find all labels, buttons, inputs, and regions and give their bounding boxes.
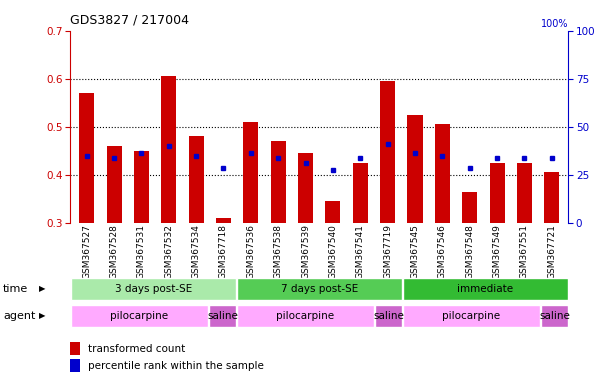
Bar (70, 342, 80, 355)
Bar (353, 163, 368, 223)
Text: pilocarpine: pilocarpine (442, 311, 500, 321)
Text: time: time (3, 284, 28, 294)
Text: pilocarpine: pilocarpine (111, 311, 169, 321)
Bar (380, 81, 395, 223)
Bar (408, 115, 423, 223)
Bar (544, 172, 559, 223)
Bar (161, 76, 177, 223)
Bar (209, 305, 236, 327)
Bar (106, 146, 122, 223)
Bar (70, 359, 80, 372)
Bar (462, 192, 477, 223)
Text: transformed count: transformed count (88, 344, 185, 354)
Bar (517, 163, 532, 223)
Text: percentile rank within the sample: percentile rank within the sample (88, 361, 263, 371)
Bar (79, 93, 94, 223)
Text: saline: saline (539, 311, 570, 321)
Text: agent: agent (3, 311, 35, 321)
Text: saline: saline (373, 311, 404, 321)
Bar (489, 163, 505, 223)
Bar (237, 305, 374, 327)
Text: GDS3827 / 217004: GDS3827 / 217004 (70, 13, 189, 26)
Text: 7 days post-SE: 7 days post-SE (280, 284, 358, 294)
Bar (298, 153, 313, 223)
Text: immediate: immediate (457, 284, 513, 294)
Text: ▶: ▶ (38, 311, 45, 320)
Bar (326, 201, 340, 223)
Bar (375, 305, 401, 327)
Bar (243, 122, 258, 223)
Bar (403, 278, 568, 300)
Bar (71, 305, 208, 327)
Text: 100%: 100% (541, 19, 568, 29)
Bar (216, 218, 231, 223)
Text: pilocarpine: pilocarpine (276, 311, 334, 321)
Bar (435, 124, 450, 223)
Bar (271, 141, 286, 223)
Text: 3 days post-SE: 3 days post-SE (115, 284, 192, 294)
Bar (189, 136, 203, 223)
Bar (541, 305, 568, 327)
Text: saline: saline (207, 311, 238, 321)
Text: ▶: ▶ (38, 285, 45, 293)
Bar (71, 278, 236, 300)
Bar (237, 278, 401, 300)
Bar (403, 305, 540, 327)
Bar (134, 151, 149, 223)
